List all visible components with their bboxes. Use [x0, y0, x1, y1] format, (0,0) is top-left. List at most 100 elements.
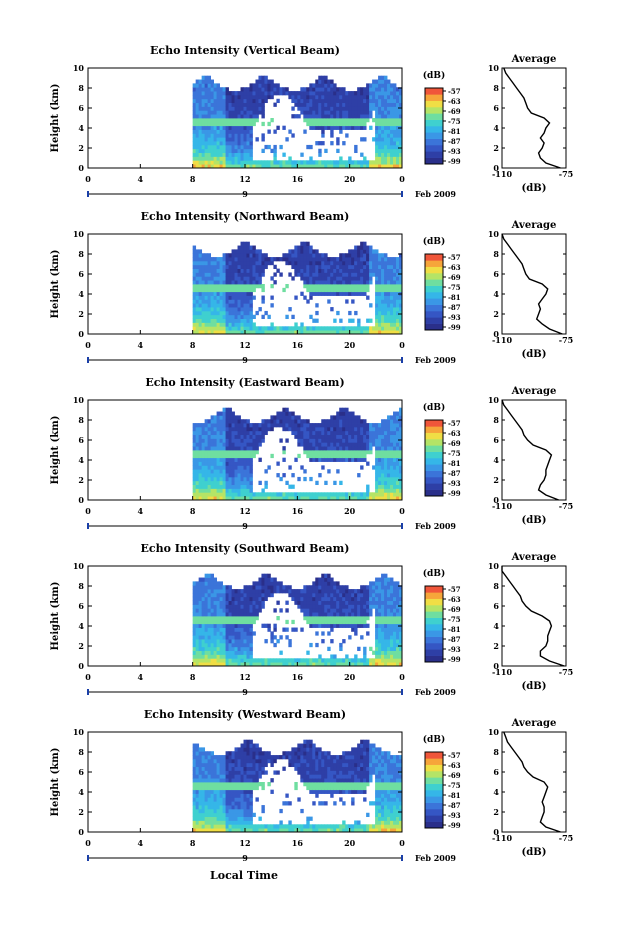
- colorbar-tick-label: -93: [448, 313, 461, 322]
- average-profile-line: [501, 566, 565, 667]
- average-y-tick-label: 2: [493, 309, 499, 319]
- average-y-tick-label: 6: [493, 767, 499, 777]
- colorbar-swatch: [425, 100, 443, 108]
- average-y-tick-label: 2: [493, 475, 499, 485]
- y-tick-label: 2: [78, 309, 84, 319]
- x-tick-label: 20: [344, 340, 356, 350]
- y-tick-label: 2: [78, 143, 84, 153]
- date-suffix: Feb 2009: [415, 853, 456, 863]
- x-tick-label: 20: [344, 506, 356, 516]
- average-x-label: (dB): [522, 847, 547, 858]
- average-y-tick-label: 8: [493, 249, 499, 259]
- colorbar-swatch: [425, 298, 443, 305]
- x-tick-label: 0: [85, 174, 91, 184]
- colorbar-frame: [424, 253, 444, 331]
- colorbar-tick-label: -81: [448, 625, 461, 634]
- colorbar-swatch: [425, 777, 443, 784]
- colorbar-swatch: [425, 426, 443, 433]
- colorbar-tick-label: -99: [448, 157, 461, 166]
- heatmap-field: [192, 241, 403, 335]
- x-tick-label: 0: [399, 672, 405, 682]
- colorbar-swatch: [425, 138, 443, 146]
- y-tick-label: 10: [73, 727, 85, 737]
- colorbar-swatch: [425, 126, 443, 133]
- average-y-tick-label: 10: [488, 229, 500, 239]
- y-tick-label: 8: [78, 581, 84, 591]
- x-tick-label: 8: [190, 174, 196, 184]
- date-suffix: Feb 2009: [415, 521, 456, 531]
- colorbar-tick-label: -99: [448, 489, 461, 498]
- average-y-tick-label: 10: [488, 727, 500, 737]
- average-y-tick-label: 10: [488, 395, 500, 405]
- colorbar-swatch: [425, 273, 443, 280]
- colorbar-tick-label: -87: [448, 635, 461, 644]
- colorbar-swatch: [425, 119, 443, 127]
- colorbar-swatch: [425, 649, 443, 656]
- colorbar-swatch: [425, 764, 443, 772]
- x-tick-label: 4: [138, 672, 144, 682]
- x-tick-label: 12: [239, 174, 250, 184]
- colorbar-unit: (dB): [423, 734, 445, 745]
- colorbar-swatch: [425, 420, 443, 427]
- colorbar-tick-label: -69: [448, 439, 461, 448]
- average-y-tick-label: 6: [493, 103, 499, 113]
- colorbar-swatch: [425, 796, 443, 803]
- colorbar-tick-label: -99: [448, 821, 461, 830]
- average-x-tick-label: -110: [492, 833, 512, 843]
- colorbar-swatch: [425, 132, 443, 139]
- average-y-tick-label: 8: [493, 747, 499, 757]
- colorbar-tick-label: -57: [448, 253, 461, 262]
- average-title: Average: [511, 386, 557, 397]
- colorbar-tick-label: -69: [448, 771, 461, 780]
- colorbar-swatch: [425, 451, 443, 459]
- panel-5: Echo Intensity (Westward Beam) 0 2 4 6 8 10 Hei…: [50, 708, 573, 863]
- colorbar-swatch: [425, 624, 443, 631]
- heatmap-field: [192, 573, 403, 667]
- x-tick-label: 4: [138, 838, 144, 848]
- chart-title: Echo Intensity (Vertical Beam): [150, 44, 340, 57]
- colorbar-tick-label: -87: [448, 137, 461, 146]
- colorbar-swatch: [425, 285, 443, 293]
- colorbar-swatch: [425, 771, 443, 778]
- average-y-tick-label: 10: [488, 63, 500, 73]
- average-y-tick-label: 4: [493, 123, 499, 133]
- average-y-tick-label: 0: [493, 495, 499, 505]
- y-tick-label: 10: [73, 561, 85, 571]
- colorbar-tick-label: -93: [448, 147, 461, 156]
- colorbar-swatch: [425, 292, 443, 299]
- colorbar-swatch: [425, 783, 443, 791]
- x-tick-label: 12: [239, 838, 250, 848]
- average-y-tick-label: 0: [493, 827, 499, 837]
- colorbar-swatch: [425, 151, 443, 158]
- colorbar-unit: (dB): [423, 236, 445, 247]
- colorbar-tick-label: -87: [448, 801, 461, 810]
- x-tick-label: 20: [344, 672, 356, 682]
- colorbar-tick-label: -81: [448, 127, 461, 136]
- y-tick-label: 2: [78, 475, 84, 485]
- y-tick-label: 0: [78, 495, 84, 505]
- y-tick-label: 0: [78, 163, 84, 173]
- average-frame: [501, 731, 567, 833]
- colorbar-swatch: [425, 598, 443, 606]
- x-tick-label: 0: [399, 340, 405, 350]
- average-x-tick-label: -110: [492, 667, 512, 677]
- y-tick-label: 8: [78, 249, 84, 259]
- colorbar-swatch: [425, 752, 443, 759]
- average-x-tick-label: -110: [492, 501, 512, 511]
- colorbar-frame: [424, 419, 444, 497]
- x-tick-label: 8: [190, 340, 196, 350]
- colorbar-swatch: [425, 439, 443, 446]
- x-tick-label: 12: [239, 340, 250, 350]
- chart-title: Echo Intensity (Southward Beam): [141, 542, 350, 555]
- colorbar-swatch: [425, 477, 443, 484]
- colorbar-swatch: [425, 445, 443, 452]
- average-y-tick-label: 2: [493, 143, 499, 153]
- y-tick-label: 6: [78, 269, 84, 279]
- colorbar-swatch: [425, 432, 443, 440]
- chart-title: Echo Intensity (Westward Beam): [144, 708, 346, 721]
- colorbar-swatch: [425, 279, 443, 286]
- average-frame: [501, 233, 567, 335]
- colorbar-swatch: [425, 94, 443, 101]
- x-tick-label: 4: [138, 340, 144, 350]
- x-tick-label: 8: [190, 506, 196, 516]
